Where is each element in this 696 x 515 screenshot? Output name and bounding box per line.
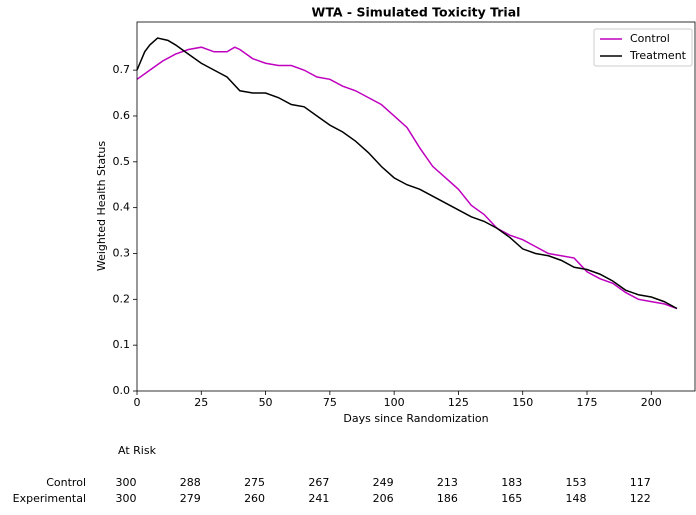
at-risk-value: 260 [244, 492, 265, 505]
at-risk-value: 122 [630, 492, 651, 505]
y-tick-label: 0.0 [113, 384, 131, 397]
chart-title: WTA - Simulated Toxicity Trial [312, 5, 521, 20]
x-tick-label: 125 [448, 396, 469, 409]
at-risk-value: 249 [373, 476, 394, 489]
x-tick-label: 0 [134, 396, 141, 409]
x-tick-label: 150 [512, 396, 533, 409]
y-tick-label: 0.7 [113, 63, 131, 76]
y-tick-label: 0.2 [113, 292, 131, 305]
at-risk-value: 117 [630, 476, 651, 489]
at-risk-value: 153 [566, 476, 587, 489]
y-tick-label: 0.1 [113, 338, 131, 351]
at-risk-value: 267 [308, 476, 329, 489]
series-line [136, 37, 678, 310]
x-tick-label: 100 [384, 396, 405, 409]
at-risk-value: 213 [437, 476, 458, 489]
at-risk-label: At Risk [118, 444, 157, 457]
y-tick-label: 0.6 [113, 109, 131, 122]
at-risk-value: 186 [437, 492, 458, 505]
at-risk-value: 183 [501, 476, 522, 489]
at-risk-value: 300 [116, 476, 137, 489]
at-risk-value: 300 [116, 492, 137, 505]
x-axis-label: Days since Randomization [343, 412, 488, 425]
x-tick-label: 25 [194, 396, 208, 409]
at-risk-row-name: Experimental [13, 492, 86, 505]
series-line [136, 46, 678, 310]
at-risk-value: 279 [180, 492, 201, 505]
at-risk-value: 148 [566, 492, 587, 505]
at-risk-value: 206 [373, 492, 394, 505]
at-risk-value: 275 [244, 476, 265, 489]
x-tick-label: 75 [323, 396, 337, 409]
at-risk-row-name: Control [46, 476, 86, 489]
legend-label: Control [630, 32, 670, 45]
y-tick-label: 0.4 [113, 201, 131, 214]
x-tick-label: 50 [259, 396, 273, 409]
plot-frame [136, 21, 696, 392]
x-tick-label: 200 [641, 396, 662, 409]
y-axis-label: Weighted Health Status [95, 141, 108, 272]
y-tick-label: 0.5 [113, 155, 131, 168]
at-risk-value: 288 [180, 476, 201, 489]
legend-label: Treatment [629, 49, 687, 62]
y-tick-label: 0.3 [113, 246, 131, 259]
at-risk-value: 165 [501, 492, 522, 505]
x-tick-label: 175 [577, 396, 598, 409]
at-risk-value: 241 [308, 492, 329, 505]
